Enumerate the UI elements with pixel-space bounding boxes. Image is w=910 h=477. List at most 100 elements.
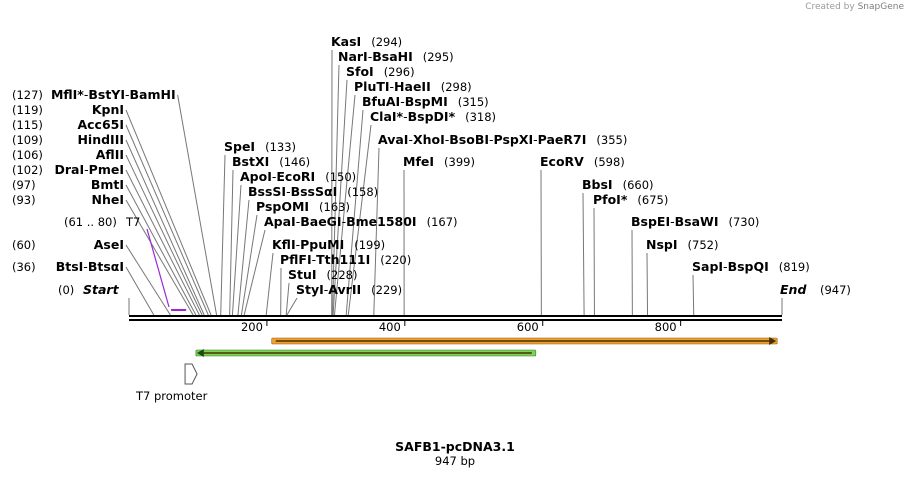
end-position: (947) [820,283,851,297]
enzyme-name: ApaI [264,214,296,229]
site-position: (115) [12,118,43,132]
primer-label: T7 [125,215,140,229]
site-separator: - [272,169,277,184]
site-leader-line [286,297,298,316]
enzyme-name: BsaHI [372,49,413,64]
site-separator: - [390,79,395,94]
enzyme-name: BssSI [248,184,286,199]
primer-range: (61 .. 80) [64,215,117,229]
site-leader-line [125,184,197,316]
enzyme-name: Bme1580I [346,214,416,229]
site-leader-line [240,214,258,316]
methylation-star: * [77,87,84,102]
site-position: (167) [427,215,458,229]
enzyme-name: NspI [646,237,678,252]
enzyme-name: StuI [288,267,317,282]
enzyme-name: AflII [96,147,124,162]
site-position: (163) [319,200,350,214]
site-position: (60) [12,238,36,252]
enzyme-name: NarI [338,49,368,64]
t7-promoter-label: T7 promoter [135,389,208,403]
site-position: (199) [354,238,385,252]
site-leader-line [265,252,274,316]
enzyme-name: BspQI [728,259,769,274]
enzyme-name: HindIII [77,132,124,147]
plasmid-length: 947 bp [435,454,475,468]
site-position: (127) [12,88,43,102]
site-leader-line [345,109,364,316]
enzyme-name: BspEI [631,214,670,229]
site-separator: - [670,214,675,229]
enzyme-name: EcoRI [276,169,315,184]
site-separator: - [408,132,413,147]
enzyme-name: BspMI [405,94,448,109]
site-position: (93) [12,193,36,207]
site-position: (295) [423,50,454,64]
site-separator: - [533,132,538,147]
enzyme-name: NheI [92,192,125,207]
site-separator: - [368,49,373,64]
enzyme-name: PspOMI [256,199,309,214]
site-leader-line [220,154,226,316]
enzyme-name: BstXI [232,154,269,169]
enzyme-name: Acc65I [77,117,124,132]
site-leader-line [125,244,171,316]
enzyme-name: BspDI [408,109,449,124]
site-leader-line [125,154,203,316]
methylation-star: * [397,109,404,124]
site-position: (598) [594,155,625,169]
enzyme-name: PpuMI [300,237,344,252]
enzyme-name: BbsI [582,177,613,192]
orange-orf-arrowhead [769,337,777,345]
enzyme-name: StyI [296,282,324,297]
site-position: (133) [265,140,296,154]
enzyme-name: KflI [272,237,296,252]
site-leader-line [229,169,234,316]
site-position: (675) [637,193,668,207]
snapgene-credit: Created by SnapGene [805,2,904,12]
start-label: Start [83,282,120,297]
enzyme-name: BtsI [56,259,84,274]
enzyme-name: SfoI [346,64,374,79]
site-separator: - [445,132,450,147]
site-separator: - [723,259,728,274]
site-position: (318) [465,110,496,124]
site-position: (97) [12,178,36,192]
enzyme-name: PaeR7I [538,132,587,147]
enzyme-name: BssSαI [291,184,338,199]
enzyme-name: KpnI [92,102,124,117]
site-leader-line [332,79,348,316]
enzyme-name: PspXI [494,132,534,147]
enzyme-name: PfoI [593,192,621,207]
site-leader-line [125,266,155,316]
enzyme-name: DraI [55,162,85,177]
green-orf-arrowhead [196,349,204,357]
site-position: (106) [12,148,43,162]
site-separator: - [489,132,494,147]
site-separator: - [84,162,89,177]
methylation-star: * [449,109,456,124]
enzyme-name: MflI [51,87,77,102]
site-position: (660) [623,178,654,192]
site-leader-line [333,94,356,316]
plasmid-name: SAFB1-pcDNA3.1 [395,439,515,454]
enzyme-name: KasI [331,34,361,49]
site-separator: - [400,94,405,109]
site-leader-line [582,192,585,316]
snapgene-logo: SnapGene [857,2,904,12]
enzyme-name: BsoBI [449,132,489,147]
enzyme-name: PflFI [280,252,312,267]
site-position: (819) [779,260,810,274]
site-position: (119) [12,103,43,117]
enzyme-name: AvrII [328,282,361,297]
site-leader-line [285,282,290,316]
enzyme-name: EcoRV [540,154,584,169]
enzyme-name: MfeI [403,154,434,169]
enzyme-name: AvaI [378,132,408,147]
site-leader-line [125,139,205,316]
start-position: (0) [58,283,74,297]
site-separator: - [125,87,130,102]
enzyme-name: XhoI [413,132,445,147]
t7-promoter-arrow[interactable] [184,363,198,385]
